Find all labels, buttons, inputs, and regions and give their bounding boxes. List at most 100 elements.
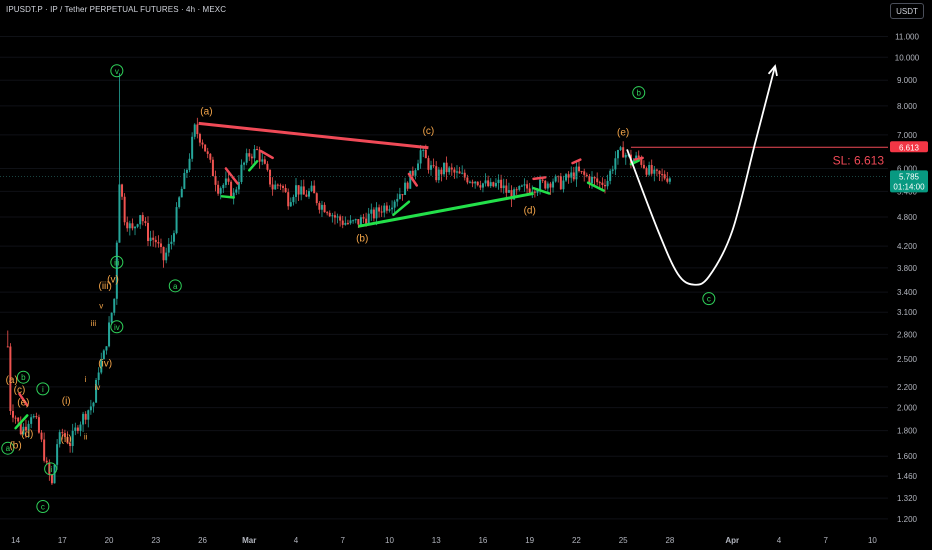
candle — [585, 172, 588, 178]
candle — [219, 186, 222, 200]
candle — [427, 155, 430, 174]
candle-body — [69, 443, 72, 447]
wave-segment — [532, 186, 551, 195]
candle-body — [295, 185, 297, 197]
candle — [162, 246, 165, 268]
candle — [307, 188, 310, 199]
candle-body — [136, 224, 139, 227]
candle — [269, 169, 272, 188]
candle-body — [398, 194, 401, 199]
candle-body — [89, 406, 92, 411]
x-tick-label: 26 — [198, 536, 207, 545]
candle-body — [248, 153, 251, 157]
candle — [315, 192, 318, 206]
candle-body — [619, 147, 622, 151]
candle — [419, 144, 422, 169]
candle-body — [424, 149, 427, 159]
candle-body — [43, 439, 46, 461]
candle-body — [622, 147, 625, 158]
candle-body — [575, 166, 578, 180]
candle-body — [287, 192, 290, 207]
candle-body — [559, 176, 562, 190]
candle-body — [396, 198, 399, 202]
candle — [565, 172, 568, 182]
candle — [505, 178, 508, 199]
projection-path — [626, 65, 776, 286]
y-tick-label: 4.800 — [897, 213, 918, 222]
candle-body — [380, 211, 383, 213]
candle — [284, 184, 287, 193]
candle-body — [157, 242, 160, 244]
candle-body — [201, 142, 204, 145]
candle — [214, 170, 217, 192]
candle — [204, 144, 207, 152]
wave-label-text: c — [707, 295, 711, 304]
currency-button[interactable]: USDT — [890, 3, 924, 19]
candle-body — [552, 181, 555, 188]
candle — [603, 179, 606, 194]
candle-body — [76, 427, 79, 431]
wave-label-circled: a — [1, 441, 15, 455]
candle — [61, 428, 64, 440]
candle — [580, 170, 583, 174]
x-tick-label: 20 — [105, 536, 114, 545]
candle — [526, 180, 529, 194]
candle — [443, 162, 445, 177]
candle-body — [56, 444, 59, 465]
candle-body — [297, 185, 300, 195]
wave-label: i — [85, 375, 87, 384]
candle-body — [466, 177, 469, 183]
candle-body — [463, 172, 466, 178]
wave-label: iii — [91, 319, 97, 328]
candle — [196, 117, 199, 139]
candle-body — [217, 184, 220, 194]
y-tick-label: 1.200 — [897, 515, 918, 524]
wave-label: (v) — [107, 275, 119, 286]
candle-body — [274, 184, 277, 190]
candle-body — [214, 176, 217, 185]
candle — [201, 139, 204, 149]
stop-loss-label: SL: 6.613 — [833, 153, 885, 167]
candle-body — [578, 166, 581, 172]
candle — [313, 180, 316, 194]
candle — [562, 175, 565, 193]
candle-body — [593, 176, 596, 179]
candle — [97, 367, 100, 386]
candle-body — [126, 222, 129, 229]
candle — [404, 177, 407, 196]
candle — [658, 170, 661, 181]
candle-body — [591, 176, 593, 184]
candle-body — [471, 181, 474, 184]
candle — [479, 180, 482, 191]
wave-segment — [18, 392, 29, 407]
candle — [32, 413, 35, 419]
candle-body — [596, 178, 599, 183]
x-tick-label: 25 — [619, 536, 628, 545]
candle-body — [362, 217, 365, 219]
candle-body — [588, 176, 591, 184]
candle — [302, 179, 305, 195]
candle-body — [331, 215, 334, 217]
y-tick-label: 2.800 — [897, 330, 918, 339]
candle-body — [393, 201, 396, 208]
candle — [40, 429, 43, 443]
candle — [144, 217, 147, 227]
candle-body — [411, 170, 414, 176]
candle — [328, 210, 331, 218]
candle-body — [648, 165, 651, 175]
candle — [237, 175, 240, 195]
candle — [546, 181, 549, 194]
wave-segment — [14, 414, 29, 430]
candle — [326, 211, 329, 216]
candle — [123, 193, 126, 226]
candle-body — [191, 136, 194, 159]
wave-label-circle — [44, 462, 58, 476]
candle — [37, 414, 40, 434]
candle — [58, 429, 61, 448]
candle-body — [479, 185, 482, 188]
candle — [159, 238, 162, 254]
candle — [422, 147, 425, 158]
candle — [209, 153, 212, 163]
candle-body — [24, 426, 27, 431]
